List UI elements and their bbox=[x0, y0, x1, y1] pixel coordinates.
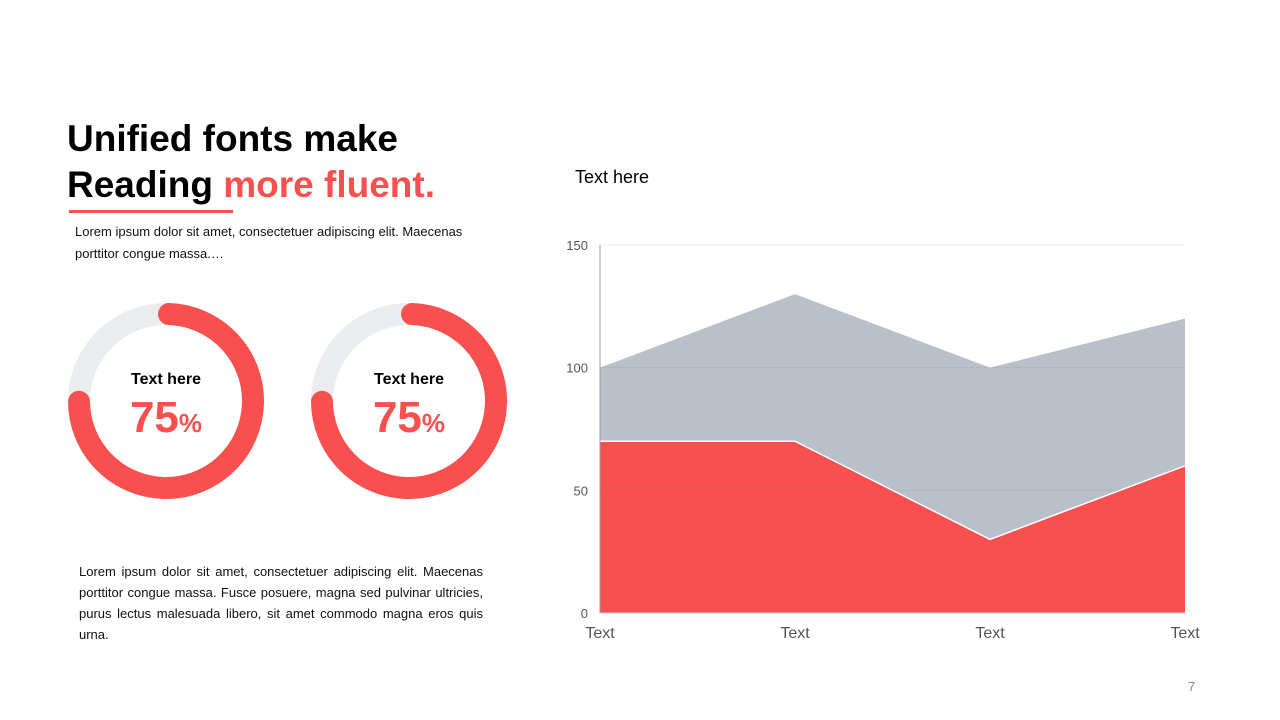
donut-label: Text here bbox=[374, 371, 444, 388]
area-series-2 bbox=[600, 441, 1185, 613]
donut-ring-2 bbox=[311, 303, 507, 499]
donut-chart-2: Text here 75% bbox=[311, 303, 507, 499]
title-underline bbox=[69, 210, 233, 213]
donut-value: 75% bbox=[372, 393, 446, 442]
body-text: Lorem ipsum dolor sit amet, consectetuer… bbox=[79, 564, 483, 642]
donut-progress-arc bbox=[68, 303, 264, 499]
area-chart: 0 50 100 150 Text Text Text Text bbox=[566, 238, 1200, 642]
donut-ring-1 bbox=[68, 303, 264, 499]
y-tick-label: 100 bbox=[566, 361, 588, 376]
y-tick-label: 0 bbox=[581, 606, 588, 621]
donut-chart-1: Text here 75% bbox=[68, 303, 264, 499]
slide-title: Unified fonts make Reading more fluent. bbox=[67, 116, 435, 208]
y-tick-label: 50 bbox=[574, 483, 588, 498]
chart-title: Text here bbox=[575, 167, 650, 187]
intro-text: Lorem ipsum dolor sit amet, consectetuer… bbox=[75, 224, 463, 261]
x-tick-label: Text bbox=[780, 625, 810, 642]
title-line-2: Reading more fluent. bbox=[67, 162, 435, 208]
title-accent: more fluent. bbox=[223, 164, 435, 205]
area-series-edge bbox=[600, 440, 1186, 541]
x-tick-label: Text bbox=[975, 625, 1005, 642]
x-tick-label: Text bbox=[1170, 625, 1200, 642]
title-line-1: Unified fonts make bbox=[67, 118, 398, 159]
donut-progress-arc bbox=[311, 303, 507, 499]
title-plain: Reading bbox=[67, 164, 224, 205]
y-tick-label: 150 bbox=[566, 238, 588, 253]
x-tick-label: Text bbox=[585, 625, 615, 642]
donut-value: 75% bbox=[129, 393, 203, 442]
page-number: 7 bbox=[1188, 679, 1196, 694]
donut-label: Text here bbox=[131, 371, 201, 388]
